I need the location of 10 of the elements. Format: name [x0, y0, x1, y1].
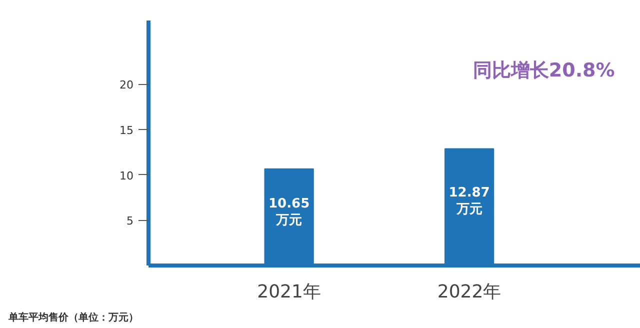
y-tick-label: 20: [120, 78, 134, 92]
annotation: 同比增长20.8%: [472, 59, 615, 82]
y-tick-label: 5: [126, 214, 134, 228]
x-tick-label: 2022年: [437, 282, 502, 302]
data-label: 12.87 万元: [448, 186, 490, 218]
y-tick-label: 10: [120, 169, 134, 182]
data-label: 10.65 万元: [268, 196, 310, 228]
y-tick-label: 15: [120, 124, 134, 137]
x-tick-label: 2021年: [257, 282, 321, 302]
y-axis-title: 单车平均售价（单位：万元）: [8, 312, 138, 324]
